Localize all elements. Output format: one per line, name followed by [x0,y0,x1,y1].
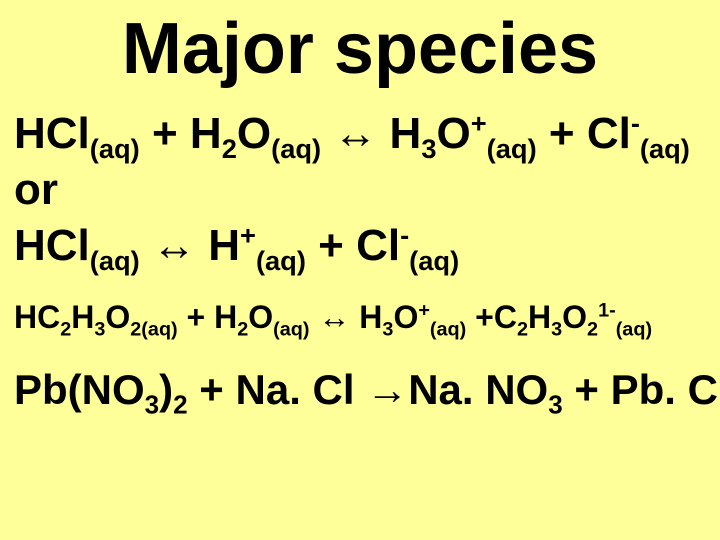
eq2-lhs1: HCl [14,221,90,270]
eq1-rhs1-state: (aq) [487,132,537,163]
eq2-rhs2-state: (aq) [409,245,459,276]
eq1-rhs1-sub1: 3 [421,132,436,163]
eq3-lhs1b: H [71,299,94,335]
eq2-rhs1-state: (aq) [256,245,306,276]
eq3-lhs2b: O [248,299,273,335]
slide: Major species HCl(aq) + H2O(aq) ↔ H3O+(a… [0,0,720,540]
eq3-lhs2a: H [214,299,237,335]
eq1-rhs2-sup: - [631,107,640,138]
eq1-lhs2a: H [190,109,222,158]
eq1-lhs2-state: (aq) [271,132,321,163]
eq4-lhs1a: Pb(NO [14,366,145,413]
eq4-lhs1-sub1: 3 [145,390,159,420]
eq3-lhs1-sub3: 2(aq) [130,318,177,340]
eq4-plus1: + [188,366,236,413]
eq3-rhs1-sub1: 3 [382,318,393,340]
eq3-lhs1-sub1: 2 [60,318,71,340]
eq3-lhs1a: HC [14,299,60,335]
eq3-rhs1-state: (aq) [430,318,466,340]
eq1-rhs1a: H [390,109,422,158]
eq1-rhs1b: O [437,109,471,158]
eq1-plus1: + [140,109,190,158]
eq4-lhs1b: ) [159,366,173,413]
eq3-rhs2b: H [528,299,551,335]
eq3-rhs1b: O [393,299,418,335]
equation-2: HCl(aq) ↔ H+(aq) + Cl-(aq) [14,218,706,274]
eq1-lhs2-sub1: 2 [222,132,237,163]
slide-title: Major species [14,12,706,88]
eq2-rhs1a: H [208,221,240,270]
eq2-lhs1-state: (aq) [90,245,140,276]
eq2-plus1: + [306,221,356,270]
eq3-rhs2-sup: 1- [598,299,616,321]
eq4-plus2: + [563,366,611,413]
eq2-rhs1-sup: + [240,220,256,251]
spacer-2 [14,337,706,363]
eq3-plus1: + [178,299,214,335]
eq1-rhs2a: Cl [587,109,631,158]
eq2-rhs2a: Cl [356,221,400,270]
eq2-arrow: ↔ [140,221,208,270]
eq3-lhs2-state: (aq) [273,318,309,340]
eq3-rhs1a: H [359,299,382,335]
eq4-rhs1-sub1: 3 [548,390,562,420]
eq1-lhs1: HCl [14,109,90,158]
eq1-plus2: + [537,109,587,158]
eq3-lhs1-sub2: 3 [94,318,105,340]
eq3-rhs2a: C [494,299,517,335]
or-line: or [14,162,706,218]
spacer-1 [14,275,706,297]
eq4-arrow: → [355,366,409,413]
eq4-rhs2a: Pb. Cl [611,366,720,413]
eq3-lhs2-sub1: 2 [237,318,248,340]
eq3-rhs2-sub3: 2 [587,318,598,340]
equation-1: HCl(aq) + H2O(aq) ↔ H3O+(aq) + Cl-(aq) [14,106,706,162]
eq1-arrow: ↔ [321,109,389,158]
eq3-rhs1-sup: + [418,299,430,321]
eq3-lhs1c: O [105,299,130,335]
eq3-arrow: ↔ [310,299,360,335]
eq4-lhs1-sub2: 2 [173,390,187,420]
eq3-rhs2-sub2: 3 [551,318,562,340]
eq3-rhs2-sub1: 2 [517,318,528,340]
eq4-rhs1a: Na. NO [408,366,548,413]
eq2-rhs2-sup: - [400,220,409,251]
equation-4: Pb(NO3)2 + Na. Cl →Na. NO3 + Pb. Cl2 [14,363,706,417]
eq3-rhs2c: O [562,299,587,335]
equation-3: HC2H3O2(aq) + H2O(aq) ↔ H3O+(aq) +C2H3O2… [14,297,706,338]
eq3-rhs2-state: (aq) [616,318,652,340]
eq4-lhs2: Na. Cl [236,366,355,413]
eq3-plus2: + [466,299,494,335]
eq1-lhs2b: O [237,109,271,158]
eq1-lhs1-state: (aq) [90,132,140,163]
eq1-rhs1-sup: + [471,107,487,138]
eq1-rhs2-state: (aq) [640,132,690,163]
